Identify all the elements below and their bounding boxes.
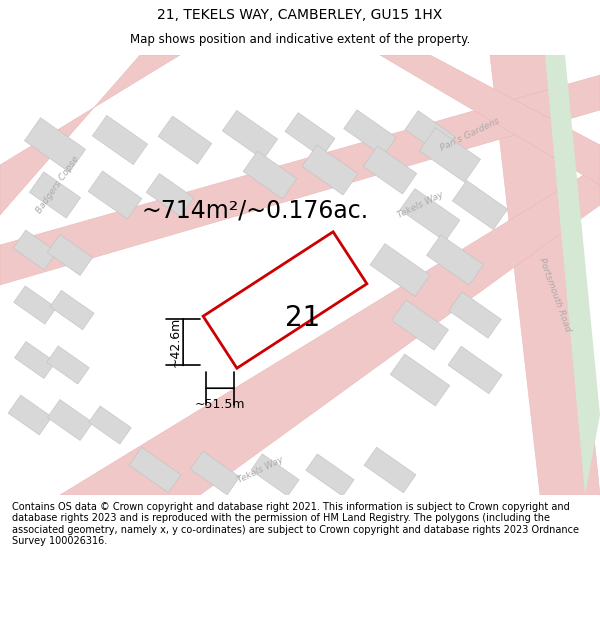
Polygon shape — [392, 300, 448, 350]
Polygon shape — [452, 181, 508, 229]
Polygon shape — [0, 55, 180, 215]
Polygon shape — [302, 145, 358, 195]
Polygon shape — [427, 235, 484, 285]
Polygon shape — [47, 399, 92, 441]
Polygon shape — [8, 395, 52, 435]
Polygon shape — [14, 286, 56, 324]
Polygon shape — [88, 171, 142, 219]
Polygon shape — [306, 454, 354, 496]
Text: ~51.5m: ~51.5m — [195, 398, 245, 411]
Polygon shape — [223, 111, 278, 159]
Polygon shape — [344, 110, 396, 156]
Polygon shape — [0, 75, 600, 285]
Text: ~714m²/~0.176ac.: ~714m²/~0.176ac. — [142, 198, 368, 222]
Polygon shape — [14, 341, 55, 379]
Polygon shape — [129, 448, 181, 493]
Polygon shape — [190, 451, 240, 495]
Polygon shape — [449, 292, 501, 338]
Text: ~42.6m: ~42.6m — [169, 317, 182, 368]
Polygon shape — [380, 55, 600, 185]
Text: 21: 21 — [286, 304, 320, 332]
Polygon shape — [370, 244, 430, 296]
Text: Pan's Gardens: Pan's Gardens — [439, 117, 501, 153]
Polygon shape — [251, 454, 299, 496]
Polygon shape — [50, 291, 94, 329]
Polygon shape — [13, 230, 57, 270]
Text: Portsmouth Road: Portsmouth Road — [538, 257, 572, 333]
Polygon shape — [92, 116, 148, 164]
Polygon shape — [146, 174, 194, 216]
Polygon shape — [47, 346, 89, 384]
Polygon shape — [545, 55, 600, 495]
Text: Map shows position and indicative extent of the property.: Map shows position and indicative extent… — [130, 33, 470, 46]
Text: 21, TEKELS WAY, CAMBERLEY, GU15 1HX: 21, TEKELS WAY, CAMBERLEY, GU15 1HX — [157, 8, 443, 22]
Polygon shape — [285, 112, 335, 158]
Polygon shape — [400, 189, 460, 241]
Polygon shape — [448, 346, 502, 394]
Text: Tekels Way: Tekels Way — [236, 455, 284, 485]
Polygon shape — [243, 151, 297, 199]
Polygon shape — [490, 55, 600, 495]
Polygon shape — [25, 118, 86, 172]
Polygon shape — [391, 354, 449, 406]
Polygon shape — [419, 127, 481, 182]
Polygon shape — [89, 406, 131, 444]
Polygon shape — [158, 116, 212, 164]
Polygon shape — [405, 111, 455, 156]
Polygon shape — [47, 234, 92, 276]
Text: Badgers Copse: Badgers Copse — [35, 154, 81, 216]
Polygon shape — [29, 172, 80, 218]
Polygon shape — [363, 146, 417, 194]
Text: Contains OS data © Crown copyright and database right 2021. This information is : Contains OS data © Crown copyright and d… — [12, 501, 579, 546]
Text: Tekels Way: Tekels Way — [395, 190, 445, 220]
Polygon shape — [203, 232, 367, 368]
Polygon shape — [364, 448, 416, 493]
Polygon shape — [60, 165, 600, 495]
